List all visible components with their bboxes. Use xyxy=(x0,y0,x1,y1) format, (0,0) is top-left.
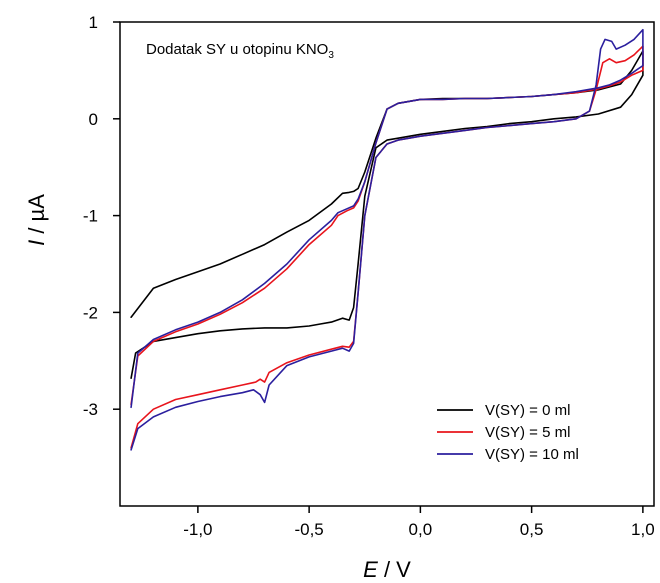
series-line-1 xyxy=(130,50,644,380)
legend-label-1: V(SY) = 0 ml xyxy=(485,402,570,419)
series-line-3 xyxy=(130,28,644,451)
legend-label-2: V(SY) = 5 ml xyxy=(485,424,570,441)
y-axis-label: I / µA xyxy=(24,194,49,246)
plot-frame xyxy=(119,21,655,507)
legend: V(SY) = 0 ml V(SY) = 5 ml V(SY) = 10 ml xyxy=(437,402,579,463)
chart-annotation: Dodatak SY u otopinu KNO3 xyxy=(146,41,334,61)
legend-label-3: V(SY) = 10 ml xyxy=(485,446,579,463)
x-tick-label: 0,5 xyxy=(520,520,544,539)
y-tick-label: -3 xyxy=(83,400,98,419)
y-axis: -3 -2 -1 0 1 xyxy=(83,13,120,419)
y-tick-label: 1 xyxy=(89,13,98,32)
x-tick-label: 0,0 xyxy=(409,520,433,539)
x-axis: -1,0 -0,5 0,0 0,5 1,0 xyxy=(183,506,655,539)
x-axis-label: E / V xyxy=(363,557,411,582)
series-layer xyxy=(130,28,644,451)
x-tick-label: -1,0 xyxy=(183,520,212,539)
series-line-2 xyxy=(130,45,644,449)
y-tick-label: -1 xyxy=(83,207,98,226)
y-tick-label: -2 xyxy=(83,303,98,322)
x-tick-label: 1,0 xyxy=(631,520,655,539)
x-tick-label: -0,5 xyxy=(294,520,323,539)
y-tick-label: 0 xyxy=(89,110,98,129)
